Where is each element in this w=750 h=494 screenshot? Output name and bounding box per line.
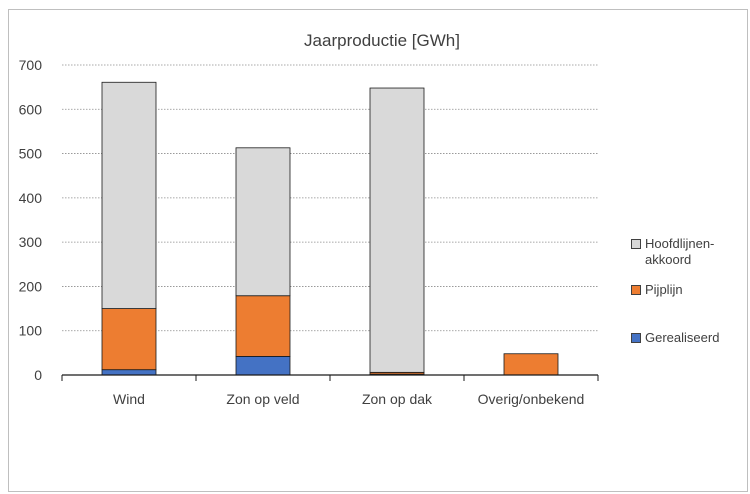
legend-swatch [631,333,641,343]
y-tick-label: 0 [34,367,42,383]
y-tick-label: 600 [19,101,43,117]
gridlines [62,64,598,332]
legend-item: Gerealiseerd [631,330,719,346]
y-tick-label: 700 [19,57,43,73]
chart-title: Jaarproductie [GWh] [304,31,460,50]
legend-swatch [631,285,641,295]
y-tick-label: 100 [19,323,43,339]
x-tick-label: Zon op dak [362,391,433,407]
bar-segment [101,369,157,376]
legend-label: Gerealiseerd [645,330,720,345]
y-tick-label: 200 [19,278,43,294]
y-tick-label: 300 [19,234,43,250]
bars [101,81,559,376]
y-tick-label: 400 [19,190,43,206]
bar-segment [503,353,559,376]
legend-item: Pijplijn [631,282,683,298]
x-tick-label: Zon op veld [226,391,299,407]
x-axis [61,374,599,381]
bar-segment [101,81,157,309]
legend-swatch [631,239,641,249]
y-tick-label: 500 [19,146,43,162]
x-tick-label: Overig/onbekend [478,391,585,407]
legend-label: Hoofdlijnen- akkoord [645,236,715,267]
x-tick-label: Wind [113,391,145,407]
bar-segment [101,308,157,371]
bar-segment [235,355,291,376]
bar-segment [235,295,291,357]
bar-segment [235,147,291,297]
legend-label: Pijplijn [645,282,683,297]
bar-segment [369,87,425,373]
y-axis-tick-labels: 0 100 200 300 400 500 600 700 [19,57,43,383]
x-axis-tick-labels: Wind Zon op veld Zon op dak Overig/onbekend [113,391,584,407]
legend-item: Hoofdlijnen- akkoord [631,236,714,268]
